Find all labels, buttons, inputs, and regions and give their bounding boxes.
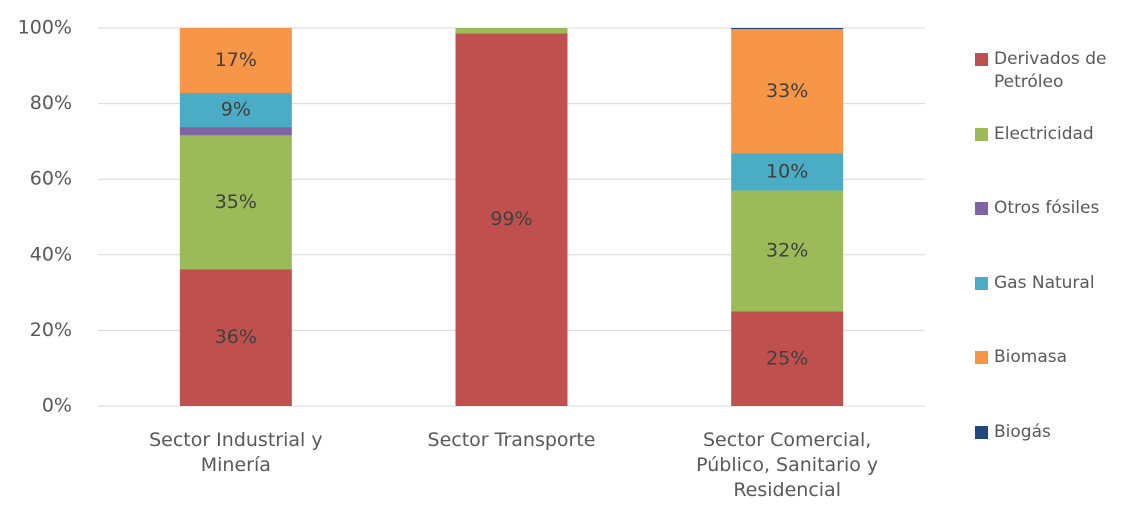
y-tick-label: 100% xyxy=(18,17,72,39)
legend-label: Electricidad xyxy=(994,123,1094,144)
legend-label: Otros fósiles xyxy=(994,198,1100,218)
data-label: 36% xyxy=(215,326,257,348)
x-tick-label: Sector Transporte xyxy=(427,429,596,451)
bar-segment xyxy=(731,29,844,154)
y-tick-label: 40% xyxy=(30,243,72,265)
bar-segment xyxy=(455,28,568,34)
bar-segment xyxy=(179,135,292,270)
y-tick-label: 60% xyxy=(30,168,72,190)
data-label: 10% xyxy=(766,161,808,183)
bar-segment xyxy=(179,127,292,136)
legend-swatch xyxy=(975,351,988,364)
legend-label: Biogás xyxy=(994,421,1051,442)
data-label: 17% xyxy=(215,49,257,71)
data-label: 32% xyxy=(766,240,808,262)
bar-segment xyxy=(731,28,844,30)
data-label: 33% xyxy=(766,80,808,102)
bar-segment xyxy=(179,28,292,94)
bar-segment xyxy=(731,311,844,406)
bar-segment xyxy=(455,33,568,407)
legend-label: Gas Natural xyxy=(994,272,1095,293)
data-label: 35% xyxy=(215,191,257,213)
legend-swatch xyxy=(975,202,988,215)
legend-swatch xyxy=(975,425,988,439)
data-label: 9% xyxy=(221,99,251,121)
y-tick-label: 80% xyxy=(30,92,72,114)
legend-swatch xyxy=(975,276,988,290)
y-tick-label: 0% xyxy=(42,395,72,417)
data-label: 25% xyxy=(766,347,808,369)
bar-segment xyxy=(179,93,292,128)
bar-segment xyxy=(731,153,844,191)
data-label: 99% xyxy=(490,208,532,230)
x-tick-label: Sector Comercial, Público, Sanitario y R… xyxy=(696,429,879,501)
y-tick-label: 20% xyxy=(30,319,72,341)
bar-segment xyxy=(179,269,292,406)
bar-segment xyxy=(731,190,844,312)
legend-swatch xyxy=(975,53,988,66)
legend-label: Derivados de Petróleo xyxy=(994,49,1107,92)
legend-swatch xyxy=(975,127,988,141)
legend-label: Biomasa xyxy=(994,347,1068,367)
x-tick-label: Sector Industrial y Minería xyxy=(149,429,323,476)
